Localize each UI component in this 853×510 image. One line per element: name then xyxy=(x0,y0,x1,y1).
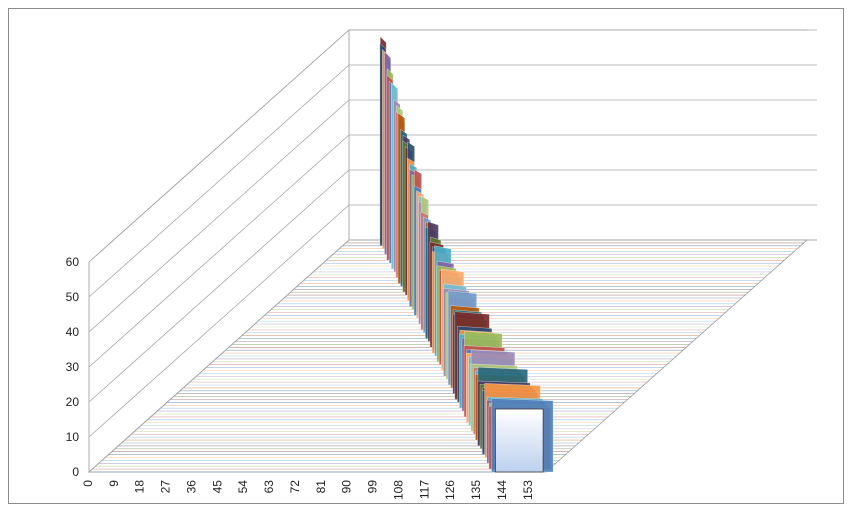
x-tick-label: 27 xyxy=(159,480,173,494)
y-gridline xyxy=(88,169,817,403)
y-gridlines xyxy=(88,29,817,473)
x-tick-label: 126 xyxy=(443,480,457,500)
x-tick-label: 90 xyxy=(340,480,354,494)
x-tick-label: 99 xyxy=(366,480,380,494)
y-tick-label: 60 xyxy=(66,255,80,269)
y-gridline xyxy=(88,99,817,333)
y-tick-label: 40 xyxy=(66,325,80,339)
x-axis-ticks: 0 9 18 27 36 45 54 63 72 81 90 99 108 117 126 135 144 153 xyxy=(81,480,535,500)
x-tick-label: 135 xyxy=(469,480,483,500)
y-gridline xyxy=(88,239,817,473)
y-gridline xyxy=(88,204,817,438)
chart-plot: 0 10 20 30 40 50 60 0 9 18 27 36 45 54 63 72 81 90 99 108 1… xyxy=(66,29,817,500)
x-tick-label: 153 xyxy=(521,480,535,500)
y-tick-label: 50 xyxy=(66,290,80,304)
y-tick-label: 0 xyxy=(72,465,79,479)
y-tick-label: 10 xyxy=(66,430,80,444)
x-tick-label: 108 xyxy=(391,480,405,500)
y-gridline xyxy=(88,134,817,368)
x-tick-label: 0 xyxy=(81,480,95,487)
y-tick-label: 20 xyxy=(66,395,80,409)
x-tick-label: 54 xyxy=(236,480,250,494)
x-tick-label: 36 xyxy=(184,480,198,494)
x-tick-label: 45 xyxy=(210,480,224,494)
front-series-area xyxy=(494,408,544,473)
chart-frame: 0 10 20 30 40 50 60 0 9 18 27 36 45 54 63 72 81 90 99 108 1… xyxy=(8,8,844,504)
y-gridline xyxy=(88,29,817,263)
chart-series xyxy=(379,36,554,473)
x-tick-label: 18 xyxy=(133,480,147,494)
x-tick-label: 117 xyxy=(417,480,431,499)
y-axis-ticks: 0 10 20 30 40 50 60 xyxy=(66,255,80,479)
y-gridline xyxy=(88,64,817,298)
y-tick-label: 30 xyxy=(66,360,80,374)
x-tick-label: 144 xyxy=(495,480,509,500)
x-tick-label: 72 xyxy=(288,480,302,494)
x-tick-label: 9 xyxy=(107,480,121,487)
x-tick-label: 63 xyxy=(262,480,276,494)
x-tick-label: 81 xyxy=(314,480,328,494)
